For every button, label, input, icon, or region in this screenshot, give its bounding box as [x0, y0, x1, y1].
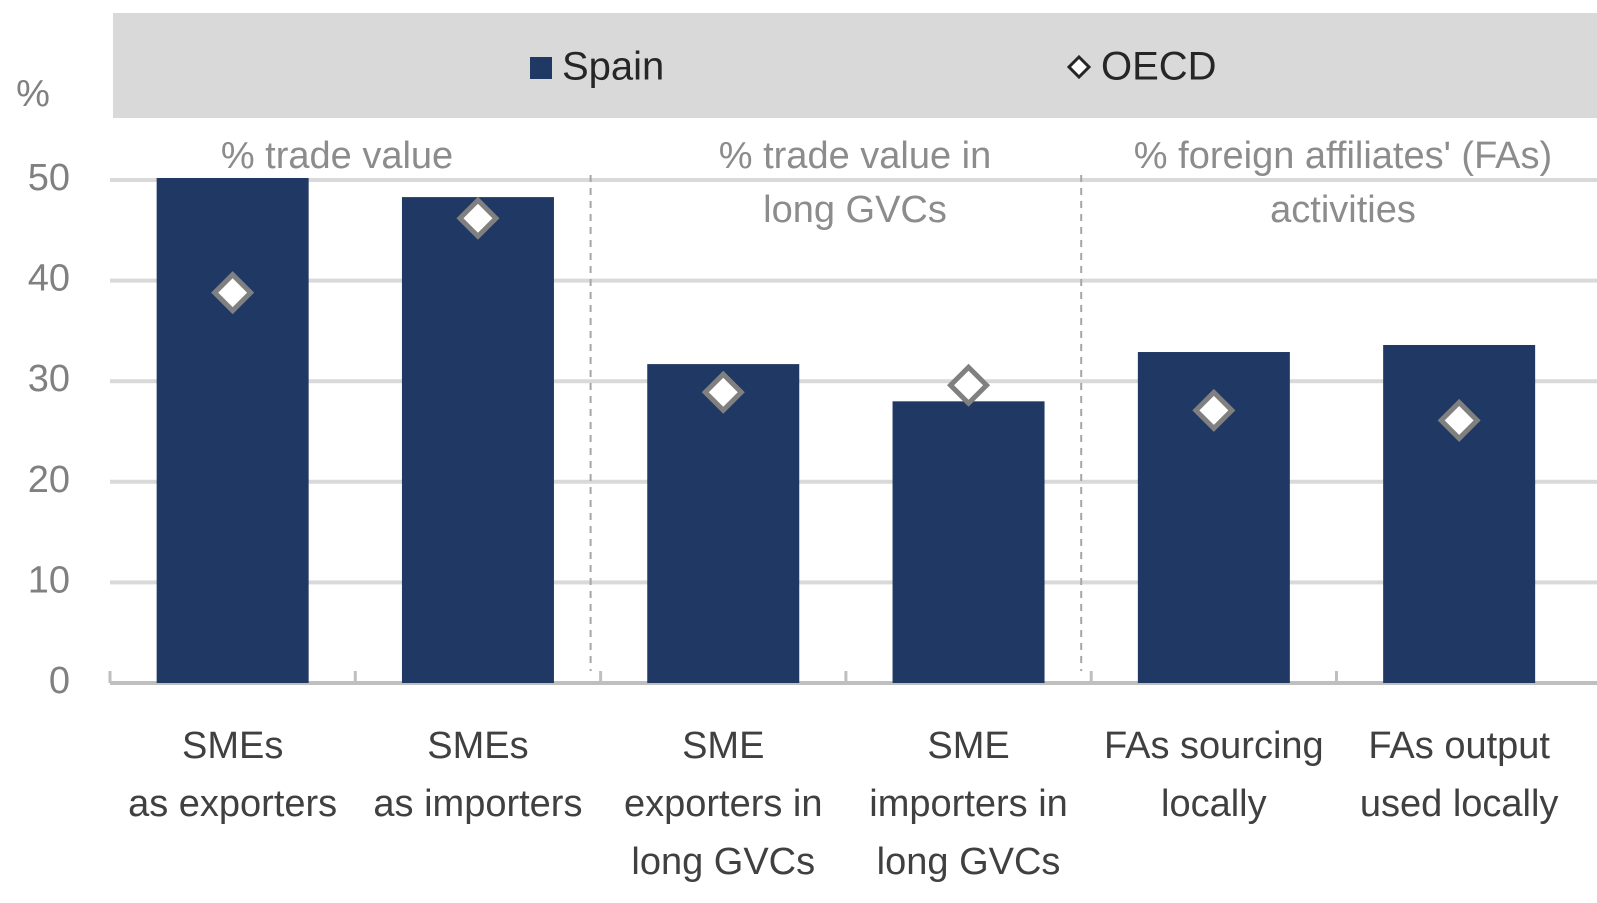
legend-band	[113, 13, 1597, 118]
legend-label: OECD	[1101, 45, 1217, 89]
y-tick-label: 0	[49, 660, 70, 702]
x-tick-label: FAs output used locally	[1360, 725, 1559, 825]
y-tick-label: 20	[28, 459, 70, 501]
bar	[401, 197, 554, 684]
x-tick-label: FAs sourcing locally	[1104, 725, 1324, 825]
diamond-marker	[211, 271, 255, 315]
bar	[156, 177, 309, 683]
diamond-marker	[1192, 388, 1236, 432]
y-tick-label: 40	[28, 258, 70, 300]
x-tick-label: SMEs as exporters	[128, 725, 337, 825]
y-axis-label: %	[16, 73, 50, 115]
group-label: % trade value	[221, 135, 453, 177]
bar	[1383, 344, 1536, 683]
y-tick-label: 50	[28, 157, 70, 199]
y-tick-label: 30	[28, 358, 70, 400]
bar	[892, 401, 1045, 683]
diamond-marker	[1437, 398, 1481, 442]
x-tick-label: SME importers in long GVCs	[869, 725, 1068, 883]
legend-swatch	[1066, 54, 1092, 80]
diamond-marker	[701, 370, 745, 414]
y-tick-label: 10	[28, 559, 70, 601]
diamond-marker	[456, 196, 500, 240]
diamond-marker	[947, 363, 991, 407]
legend-swatch	[530, 57, 552, 79]
bar	[647, 364, 800, 683]
legend-label: Spain	[562, 45, 664, 89]
x-tick-label: SME exporters in long GVCs	[624, 725, 823, 883]
group-label: % foreign affiliates' (FAs) activities	[1134, 135, 1552, 231]
group-label: % trade value in long GVCs	[719, 135, 992, 231]
x-tick-label: SMEs as importers	[373, 725, 582, 825]
